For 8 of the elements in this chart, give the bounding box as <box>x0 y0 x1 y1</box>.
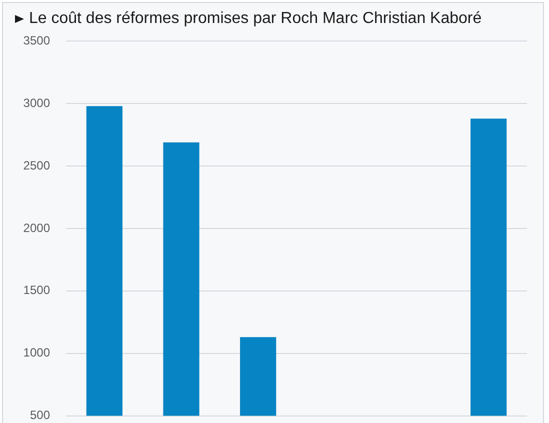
y-tick-label: 3000 <box>23 96 50 110</box>
y-tick-label: 3500 <box>23 34 50 48</box>
y-tick-label: 2500 <box>23 158 50 172</box>
y-tick-label: 500 <box>30 408 50 422</box>
y-tick-label: 2000 <box>23 220 50 235</box>
y-tick-label: 1500 <box>23 283 50 298</box>
chart-title: Le coût des réformes promises par Roch Marc Christian Kaboré <box>29 10 482 28</box>
y-tick-label: 1000 <box>23 346 50 360</box>
